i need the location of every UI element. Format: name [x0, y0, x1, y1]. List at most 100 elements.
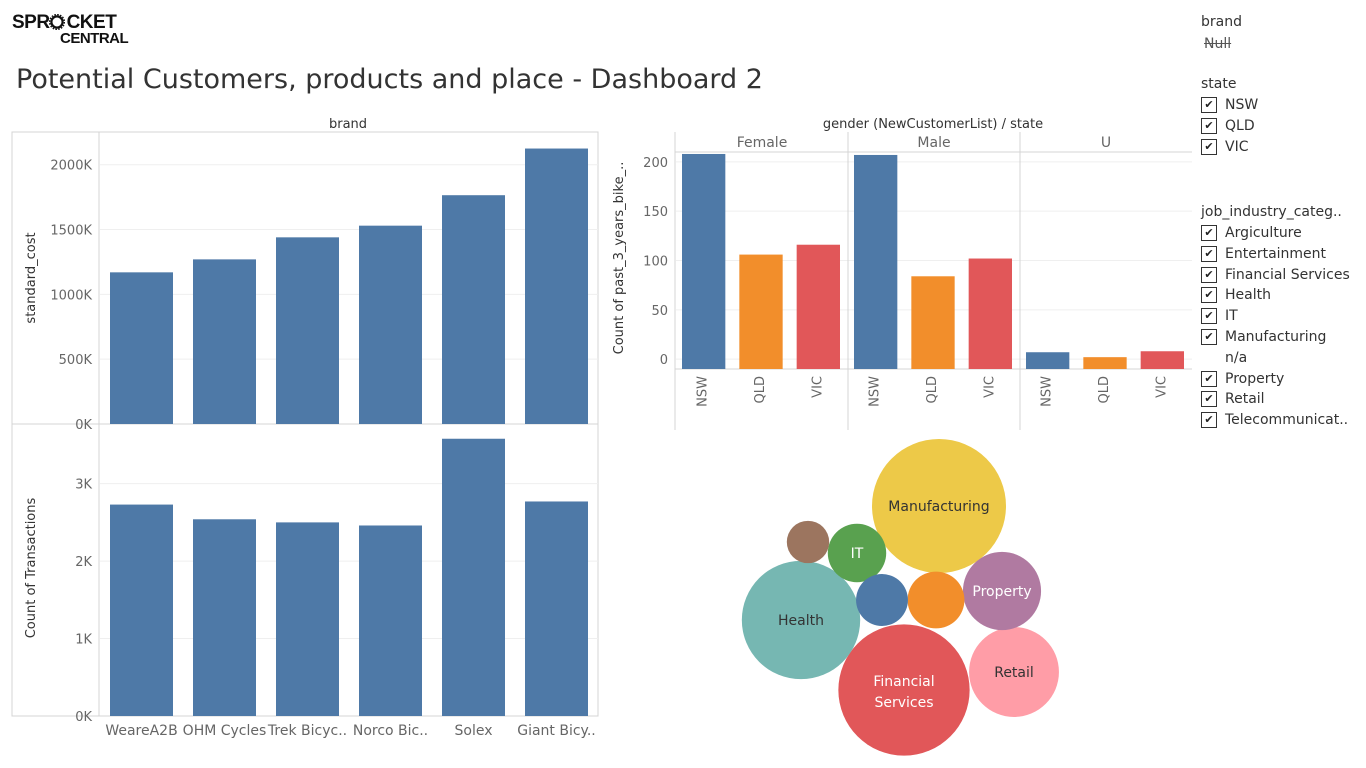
state-filter-title: state — [1201, 76, 1237, 92]
job-industry-filter-item[interactable]: ✔ Telecommunicat.. — [1201, 410, 1348, 430]
chart1-bar[interactable] — [110, 272, 173, 424]
bubble-circle[interactable] — [907, 571, 965, 629]
bubble-label: Financial — [873, 674, 934, 690]
checkbox-icon[interactable] — [1201, 349, 1217, 366]
chart3-bar[interactable] — [739, 254, 783, 369]
chart1-bar[interactable] — [525, 148, 588, 424]
chart3-bar[interactable] — [682, 153, 726, 369]
dashboard-charts: brand standard_cost Count of Transaction… — [11, 117, 1192, 756]
state-filter-item[interactable]: ✔ NSW — [1201, 95, 1258, 115]
chart3-bar[interactable] — [968, 258, 1012, 369]
chart3-ytick-label: 0 — [660, 353, 668, 368]
chart2-xtick-label: Norco Bic.. — [353, 723, 428, 739]
chart2-xtick-label: Trek Bicyc.. — [267, 723, 347, 739]
checkbox-icon[interactable]: ✔ — [1201, 266, 1217, 283]
checkbox-icon[interactable]: ✔ — [1201, 287, 1217, 304]
bubble-circle[interactable] — [741, 560, 861, 680]
chart3-xtick-label: NSW — [696, 376, 711, 407]
job-industry-filter-label: IT — [1225, 308, 1238, 325]
job-industry-filter-item[interactable]: ✔ Entertainment — [1201, 244, 1326, 264]
chart3-bar[interactable] — [911, 276, 955, 369]
chart3-xtick-label: VIC — [982, 376, 997, 398]
checkbox-icon[interactable]: ✔ — [1201, 308, 1217, 325]
bubble-circle[interactable] — [962, 551, 1042, 631]
job-industry-filter-item[interactable]: ✔ Argiculture — [1201, 223, 1302, 243]
bubble-label: Property — [972, 584, 1031, 600]
chart3-ylabel: Count of past_3_years_bike_.. — [612, 162, 627, 355]
checkbox-icon[interactable]: ✔ — [1201, 245, 1217, 262]
bubble-label: Health — [778, 613, 824, 629]
chart3-bar[interactable] — [1026, 352, 1070, 369]
job-industry-filter-label: n/a — [1225, 349, 1248, 366]
brand-filter-null[interactable]: Null — [1204, 36, 1232, 52]
chart1-bar[interactable] — [359, 225, 422, 424]
checkbox-icon[interactable]: ✔ — [1201, 117, 1217, 134]
chart2-bar[interactable] — [525, 501, 588, 716]
job-industry-filter-label: Property — [1225, 370, 1285, 387]
chart2-ytick-label: 1K — [75, 633, 92, 648]
chart3-bar[interactable] — [1140, 351, 1184, 369]
chart1-ytick-label: 0K — [75, 418, 92, 433]
chart1-ylabel: standard_cost — [24, 232, 39, 323]
chart3-group-label: Male — [917, 135, 950, 151]
chart3-group-label: Female — [737, 135, 788, 151]
chart1-ytick-label: 1000K — [50, 288, 92, 303]
chart3-xtick-label: VIC — [810, 376, 825, 398]
state-filter-label: VIC — [1225, 138, 1249, 155]
job-industry-filter-item[interactable]: ✔ IT — [1201, 306, 1238, 326]
chart2-bar[interactable] — [110, 504, 173, 716]
brand-filter-title: brand — [1201, 14, 1242, 30]
chart3-ytick-label: 150 — [643, 205, 668, 220]
state-filter-item[interactable]: ✔ QLD — [1201, 116, 1255, 136]
chart2-xtick-label: OHM Cycles — [183, 723, 267, 739]
chart3-bar[interactable] — [796, 244, 840, 369]
chart3-xtick-label: QLD — [753, 376, 768, 404]
checkbox-icon[interactable]: ✔ — [1201, 225, 1217, 241]
bubble-circle[interactable] — [872, 439, 1006, 573]
chart2-xtick-label: WeareA2B — [105, 723, 177, 739]
chart3-group-label: U — [1101, 135, 1111, 151]
checkbox-icon[interactable]: ✔ — [1201, 412, 1217, 429]
job-industry-filter-label: Retail — [1225, 391, 1265, 408]
job-industry-filter-item[interactable]: n/a — [1201, 348, 1247, 368]
gear-icon — [49, 14, 65, 30]
checkbox-icon[interactable]: ✔ — [1201, 97, 1217, 113]
chart1-ytick-label: 500K — [59, 353, 93, 368]
job-industry-filter-label: Financial Services — [1225, 266, 1350, 283]
bubble-circle[interactable] — [856, 574, 908, 626]
chart3-xtick-label: QLD — [925, 376, 940, 404]
state-filter-item[interactable]: ✔ VIC — [1201, 137, 1248, 157]
checkbox-icon[interactable]: ✔ — [1201, 329, 1217, 345]
bubble-label: IT — [851, 546, 864, 562]
checkbox-icon[interactable]: ✔ — [1201, 138, 1217, 155]
bubble-circle[interactable] — [827, 523, 887, 583]
chart2-bar[interactable] — [193, 519, 256, 716]
chart1-bar[interactable] — [276, 237, 339, 424]
bubble-label: Retail — [994, 665, 1034, 681]
chart2-ytick-label: 3K — [75, 478, 92, 493]
chart2-bar[interactable] — [276, 522, 339, 716]
bubble-circle[interactable] — [786, 520, 830, 564]
chart1-bar[interactable] — [193, 259, 256, 424]
page-title: Potential Customers, products and place … — [16, 64, 763, 95]
chart3-xtick-label: VIC — [1154, 376, 1169, 398]
chart3-bar[interactable] — [854, 154, 898, 369]
state-filter-label: NSW — [1225, 97, 1259, 113]
job-industry-filter-item[interactable]: ✔ Retail — [1201, 389, 1265, 409]
checkbox-icon[interactable]: ✔ — [1201, 370, 1217, 387]
job-industry-filter-item[interactable]: ✔ Health — [1201, 285, 1271, 305]
chart2-xtick-label: Solex — [455, 723, 493, 739]
chart2-bar[interactable] — [359, 525, 422, 716]
job-industry-filter-label: Health — [1225, 287, 1271, 304]
bubble-circle[interactable] — [838, 624, 970, 756]
job-industry-filter-item[interactable]: ✔ Financial Services — [1201, 265, 1350, 285]
job-industry-filter-item[interactable]: ✔ Manufacturing — [1201, 327, 1326, 347]
chart3-bar[interactable] — [1083, 357, 1127, 369]
bubble-circle[interactable] — [969, 627, 1059, 717]
chart2-bar[interactable] — [442, 438, 505, 716]
chart1-bar[interactable] — [442, 195, 505, 424]
chart3-xtick-label: NSW — [868, 376, 883, 407]
job-industry-filter-item[interactable]: ✔ Property — [1201, 369, 1284, 389]
checkbox-icon[interactable]: ✔ — [1201, 391, 1217, 408]
logo-line2: CENTRAL — [60, 30, 129, 47]
